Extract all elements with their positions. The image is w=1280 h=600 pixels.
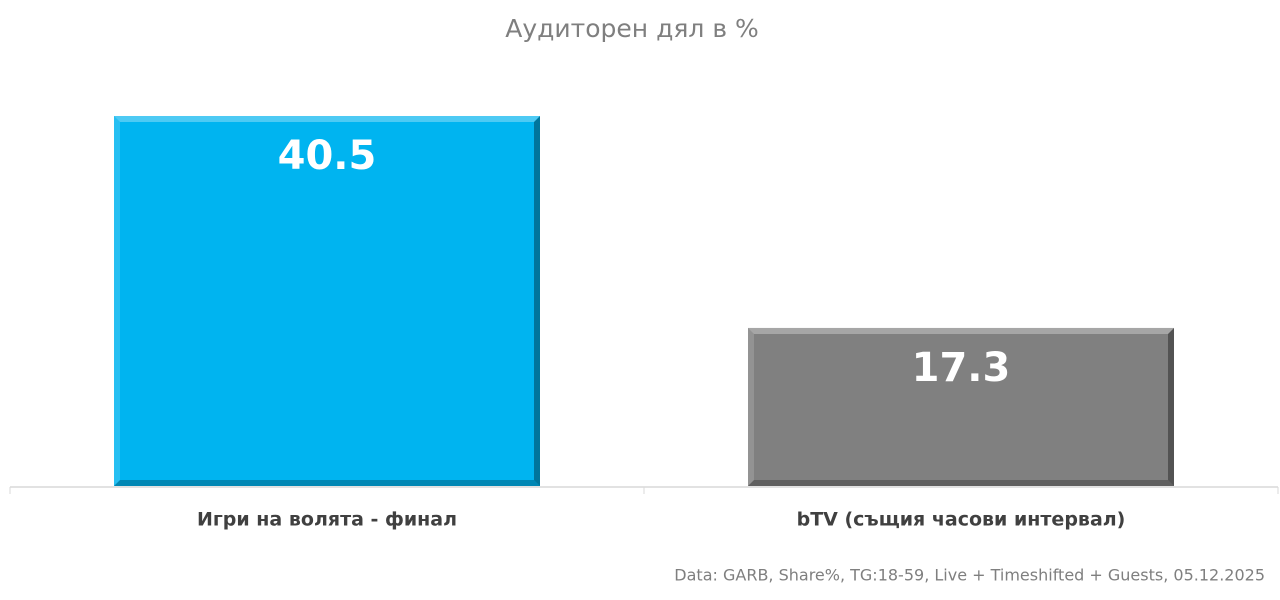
- x-tick-label: bTV (същия часови интервал): [797, 509, 1126, 531]
- chart-title: Аудиторен дял в %: [505, 14, 759, 43]
- bar: [114, 116, 540, 486]
- bar-bevel: [1168, 327, 1174, 486]
- bar-bevel: [114, 116, 120, 486]
- source-note: Data: GARB, Share%, TG:18-59, Live + Tim…: [674, 566, 1265, 585]
- bar-bevel: [114, 480, 540, 486]
- x-tick-label: Игри на волята - финал: [197, 509, 457, 531]
- value-label: 17.3: [912, 345, 1011, 391]
- bar: [748, 327, 1174, 486]
- bar-bevel: [748, 480, 1174, 486]
- bar-bevel: [748, 327, 754, 486]
- bar-bevel: [748, 327, 1174, 334]
- bar-bevel: [114, 116, 540, 122]
- value-label: 40.5: [278, 133, 377, 179]
- bar-bevel: [534, 116, 540, 486]
